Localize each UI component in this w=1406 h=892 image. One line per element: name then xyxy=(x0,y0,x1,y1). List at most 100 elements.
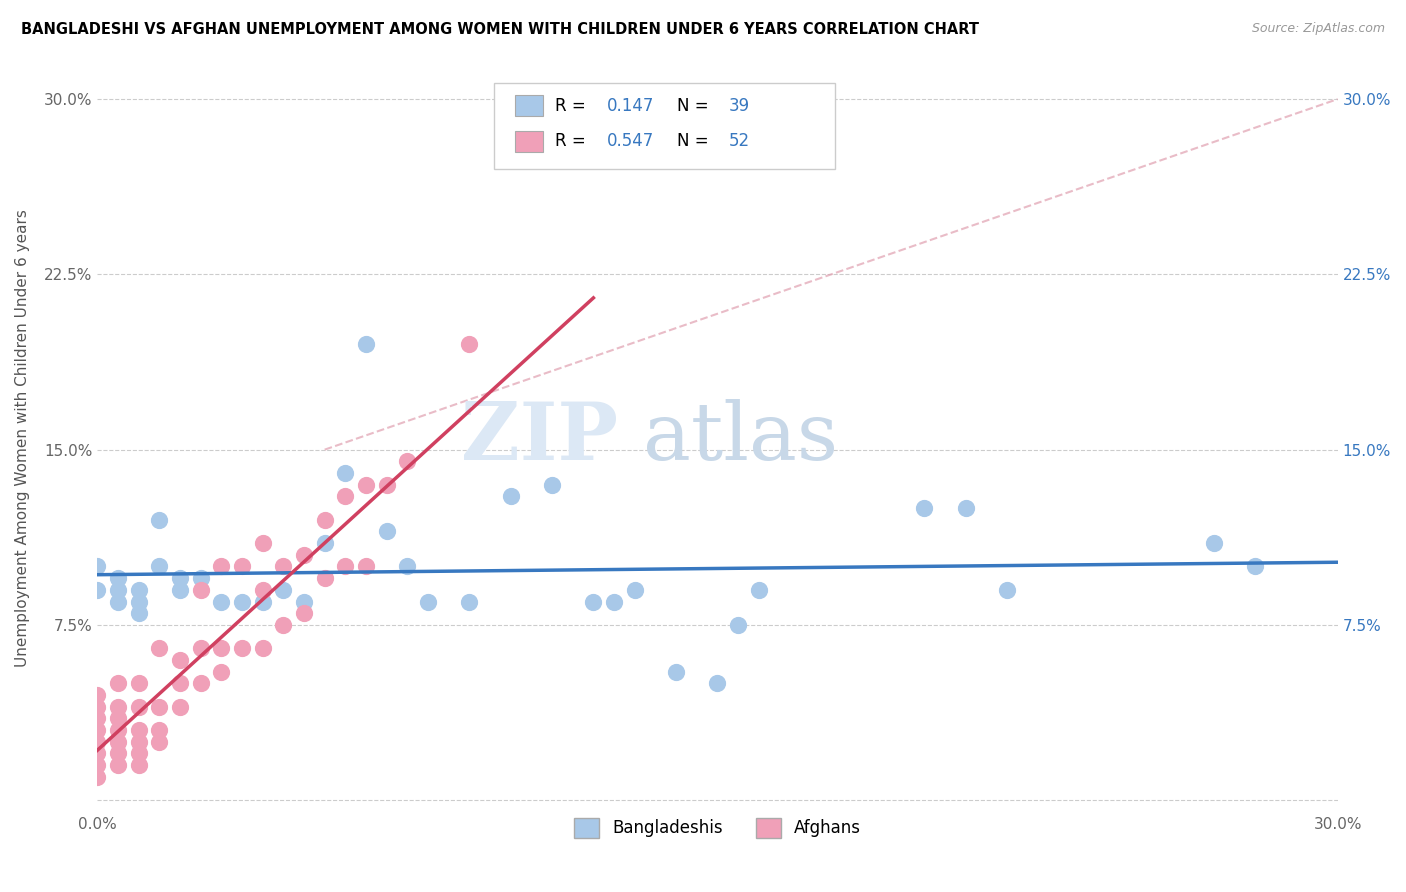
Point xyxy=(86,770,108,784)
Point xyxy=(169,582,191,597)
Point xyxy=(458,337,481,351)
Point xyxy=(128,606,150,620)
Point xyxy=(209,594,232,608)
Point xyxy=(292,594,315,608)
Point xyxy=(107,699,129,714)
Point xyxy=(128,758,150,772)
Point xyxy=(271,559,294,574)
Point xyxy=(995,582,1018,597)
Point xyxy=(541,477,564,491)
Point xyxy=(86,758,108,772)
Point xyxy=(148,723,170,737)
Point xyxy=(128,699,150,714)
Point xyxy=(128,735,150,749)
Point xyxy=(128,594,150,608)
Point xyxy=(190,582,212,597)
Point xyxy=(107,711,129,725)
Point xyxy=(314,536,336,550)
Point xyxy=(335,489,357,503)
Point xyxy=(582,594,605,608)
Point xyxy=(107,723,129,737)
FancyBboxPatch shape xyxy=(494,83,835,169)
Point xyxy=(271,618,294,632)
Point xyxy=(209,665,232,679)
Text: R =: R = xyxy=(555,132,591,150)
Point xyxy=(727,618,749,632)
Point xyxy=(292,548,315,562)
Point xyxy=(1244,559,1267,574)
Point xyxy=(107,758,129,772)
Point xyxy=(148,559,170,574)
Text: 0.547: 0.547 xyxy=(607,132,654,150)
Point xyxy=(706,676,728,690)
Point xyxy=(86,688,108,702)
FancyBboxPatch shape xyxy=(515,130,543,152)
Point xyxy=(148,641,170,656)
Point xyxy=(86,723,108,737)
Point xyxy=(665,665,688,679)
Text: 39: 39 xyxy=(728,97,749,115)
Point xyxy=(252,582,274,597)
Point xyxy=(231,641,253,656)
Point xyxy=(499,489,522,503)
Point xyxy=(86,747,108,761)
Point xyxy=(86,735,108,749)
Point xyxy=(128,723,150,737)
Point xyxy=(209,641,232,656)
Point xyxy=(169,676,191,690)
Point xyxy=(955,501,977,516)
Point xyxy=(623,582,645,597)
Point xyxy=(292,606,315,620)
Point xyxy=(148,699,170,714)
Point xyxy=(252,641,274,656)
Point xyxy=(603,594,626,608)
Point xyxy=(271,582,294,597)
Point xyxy=(190,676,212,690)
Point xyxy=(231,594,253,608)
Point xyxy=(912,501,935,516)
Point xyxy=(314,571,336,585)
Point xyxy=(190,641,212,656)
Point xyxy=(148,735,170,749)
Point xyxy=(416,594,439,608)
Point xyxy=(128,582,150,597)
Point xyxy=(86,559,108,574)
Point xyxy=(86,699,108,714)
Text: BANGLADESHI VS AFGHAN UNEMPLOYMENT AMONG WOMEN WITH CHILDREN UNDER 6 YEARS CORRE: BANGLADESHI VS AFGHAN UNEMPLOYMENT AMONG… xyxy=(21,22,979,37)
Legend: Bangladeshis, Afghans: Bangladeshis, Afghans xyxy=(567,811,868,845)
Text: 0.147: 0.147 xyxy=(607,97,654,115)
Point xyxy=(335,559,357,574)
Point xyxy=(314,513,336,527)
Point xyxy=(375,524,398,539)
Point xyxy=(169,699,191,714)
Point xyxy=(458,594,481,608)
Point xyxy=(354,559,377,574)
Point xyxy=(354,337,377,351)
Text: 52: 52 xyxy=(728,132,749,150)
Point xyxy=(748,582,770,597)
Point xyxy=(354,477,377,491)
Point xyxy=(1202,536,1225,550)
Text: R =: R = xyxy=(555,97,591,115)
Point xyxy=(107,676,129,690)
Point xyxy=(128,747,150,761)
Point xyxy=(86,582,108,597)
Point xyxy=(169,653,191,667)
Point xyxy=(335,466,357,480)
Point xyxy=(107,735,129,749)
Point xyxy=(169,571,191,585)
Point xyxy=(107,571,129,585)
Point xyxy=(375,477,398,491)
Text: N =: N = xyxy=(676,132,713,150)
FancyBboxPatch shape xyxy=(515,95,543,117)
Point xyxy=(86,711,108,725)
Text: N =: N = xyxy=(676,97,713,115)
Point xyxy=(107,582,129,597)
Point xyxy=(128,676,150,690)
Text: atlas: atlas xyxy=(643,399,838,477)
Point xyxy=(252,594,274,608)
Text: Source: ZipAtlas.com: Source: ZipAtlas.com xyxy=(1251,22,1385,36)
Point xyxy=(190,571,212,585)
Point xyxy=(148,513,170,527)
Point xyxy=(231,559,253,574)
